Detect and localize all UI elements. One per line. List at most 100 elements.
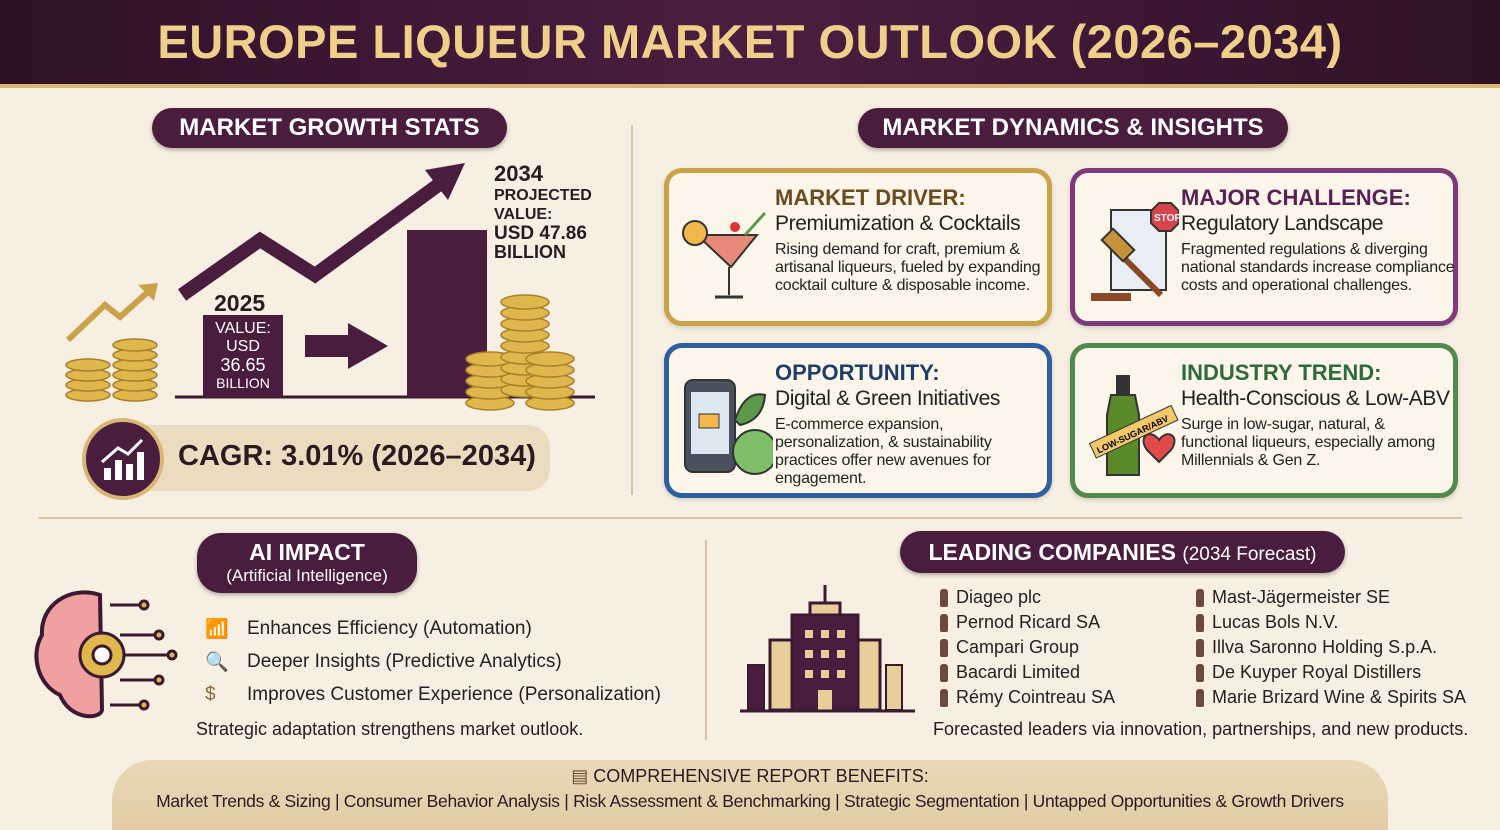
ai-item-text: Improves Customer Experience (Personaliz… [247,683,661,705]
bottle-icon [940,663,948,682]
divider [631,125,633,495]
header-banner: EUROPE LIQUEUR MARKET OUTLOOK (2026–2034… [0,0,1500,88]
value-unit: BILLION [216,375,270,391]
card-subtitle: Premiumization & Cocktails [775,212,1021,235]
building-bottles-icon [740,585,915,713]
bottle-icon [940,588,948,607]
phone-cart-recycle-icon [684,379,773,475]
cagr-text: CAGR: 3.01% (2026–2034) [178,440,536,472]
bottle-icon [940,688,948,707]
brain-circuit-icon [34,590,178,719]
year-2034: 2034 [494,161,543,186]
company-item: Mast-Jägermeister SE [1196,585,1466,610]
ai-footnote: Strategic adaptation strengthens market … [196,719,584,739]
hand-coin-icon: $ [205,683,216,705]
ai-item-text: Deeper Insights (Predictive Analytics) [247,650,562,672]
coins-left-icon [65,338,158,402]
company-item: Campari Group [940,635,1115,660]
card-heading: MAJOR CHALLENGE: [1181,185,1411,210]
bottle-icon [1196,638,1204,657]
bottle-icon [940,613,948,632]
card-opportunity: OPPORTUNITY: Digital & Green Initiatives… [664,343,1052,498]
benefit-item: Untapped Opportunities & Growth Drivers [1032,791,1345,811]
stop-sign-text: STOP [1154,213,1179,224]
company-item: Diageo plc [940,585,1115,610]
footer-benefits: ▤ COMPREHENSIVE REPORT BENEFITS: Market … [112,760,1388,830]
company-name: Diageo plc [956,587,1042,607]
benefit-item: Risk Assessment & Benchmarking [573,791,831,811]
company-name: Lucas Bols N.V. [1212,612,1339,632]
value-amount: 36.65 [220,355,266,375]
section-divider [38,517,1462,519]
company-name: Bacardi Limited [956,662,1081,682]
growth-arrow-icon [177,163,465,301]
card-major-challenge: STOP MAJOR CHALLENGE: Regulatory Landsca… [1070,168,1458,326]
bar-chart-icon: 📶 [205,618,229,640]
growth-chart-icon [82,418,164,500]
card-heading: INDUSTRY TREND: [1181,360,1382,385]
bar-2025 [203,315,283,397]
ai-list: 📶 Enhances Efficiency (Automation) 🔍 Deepe… [205,612,661,711]
dynamics-heading: MARKET DYNAMICS & INSIGHTS [858,108,1288,148]
value-unit: BILLION [494,242,566,262]
ai-title: AI IMPACT [249,539,365,565]
ai-item: $ Improves Customer Experience (Personali… [205,678,661,711]
company-item: Pernod Ricard SA [940,610,1115,635]
bottle-icon [1196,588,1204,607]
companies-note: (2034 Forecast) [1182,544,1317,565]
divider [705,540,707,740]
company-item: Rémy Cointreau SA [940,685,1115,710]
benefit-item: Consumer Behavior Analysis [343,791,560,811]
right-arrow-icon [305,323,388,369]
companies-col2: Mast-Jägermeister SE Lucas Bols N.V. Ill… [1196,585,1466,710]
companies-footnote: Forecasted leaders via innovation, partn… [933,719,1469,739]
ai-item-text: Enhances Efficiency (Automation) [247,617,532,639]
company-item: Marie Brizard Wine & Spirits SA [1196,685,1466,710]
company-name: Campari Group [956,637,1080,657]
report-icon: ▤ [571,766,594,786]
projected-label: PROJECTED [494,187,592,204]
companies-col1: Diageo plc Pernod Ricard SA Campari Grou… [940,585,1115,710]
value-currency: USD [226,338,260,355]
growth-illustration [65,163,595,411]
company-item: De Kuyper Royal Distillers [1196,660,1466,685]
bottle-heart-icon: LOW-SUGAR/ABV [1088,375,1179,476]
bottle-icon [1196,688,1204,707]
cagr-banner: CAGR: 3.01% (2026–2034) [100,425,550,491]
page-title: EUROPE LIQUEUR MARKET OUTLOOK (2026–2034… [157,15,1343,68]
bottle-icon [1196,663,1204,682]
card-text: Fragmented regulations & diverging natio… [1181,241,1455,294]
card-heading: MARKET DRIVER: [775,185,966,210]
card-market-driver: MARKET DRIVER: Premiumization & Cocktail… [664,168,1052,326]
company-name: Pernod Ricard SA [956,612,1101,632]
company-name: Mast-Jägermeister SE [1212,587,1391,607]
company-item: Bacardi Limited [940,660,1115,685]
card-industry-trend: LOW-SUGAR/ABV INDUSTRY TREND: Health-Con… [1070,343,1458,498]
footer-heading: ▤ COMPREHENSIVE REPORT BENEFITS: [112,766,1388,787]
gavel-stop-icon: STOP [1091,202,1179,301]
small-arrow-icon [65,283,158,343]
bottle-icon [1196,613,1204,632]
company-name: Rémy Cointreau SA [956,687,1116,707]
card-subtitle: Health-Conscious & Low-ABV [1181,387,1450,410]
card-subtitle: Regulatory Landscape [1181,212,1384,235]
card-subtitle: Digital & Green Initiatives [775,387,1000,410]
ai-subtitle: (Artificial Intelligence) [226,566,388,585]
card-text: E-commerce expansion, personalization, &… [775,416,992,487]
company-name: Marie Brizard Wine & Spirits SA [1212,687,1467,707]
cocktail-icon [682,211,767,299]
benefit-item: Market Trends & Sizing [156,791,331,811]
company-item: Lucas Bols N.V. [1196,610,1466,635]
value-amount: USD 47.86 [494,223,587,244]
footer-title: COMPREHENSIVE REPORT BENEFITS: [593,766,929,786]
card-heading: OPPORTUNITY: [775,360,940,385]
bottle-icon [940,638,948,657]
ai-heading: AI IMPACT (Artificial Intelligence) [197,533,417,593]
year-2025: 2025 [214,290,266,316]
value-2025: VALUE: USD 36.65 BILLION [203,320,283,392]
value-label: VALUE: [215,320,271,337]
value-2034: 2034 PROJECTED VALUE: USD 47.86 BILLION [494,162,592,262]
magnifier-icon: 🔍 [205,651,229,673]
company-name: Illva Saronno Holding S.p.A. [1212,637,1438,657]
ai-item: 🔍 Deeper Insights (Predictive Analytics) [205,645,661,678]
